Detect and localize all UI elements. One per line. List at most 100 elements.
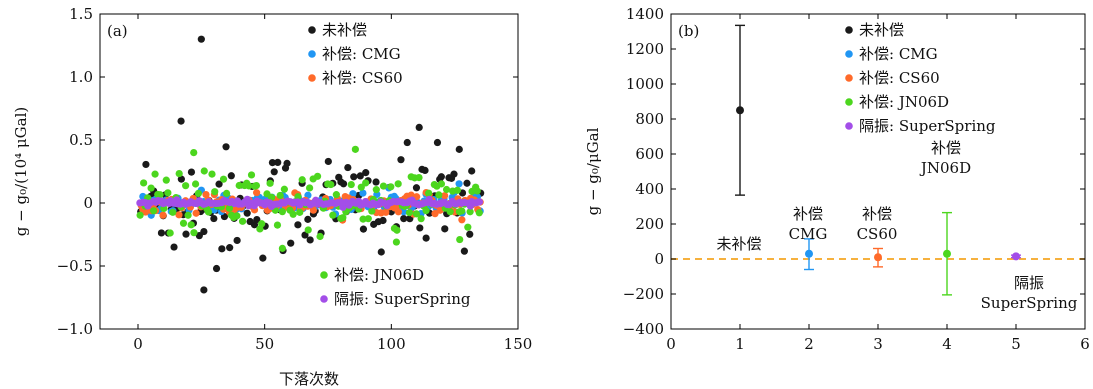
data-point xyxy=(147,184,155,192)
data-point xyxy=(235,181,243,190)
data-point xyxy=(218,245,226,253)
data-point xyxy=(156,191,164,199)
legend-label: 补偿: CMG xyxy=(322,45,401,63)
point-annotation: 未补偿 xyxy=(716,235,761,253)
data-point xyxy=(450,170,458,178)
data-point xyxy=(268,159,277,167)
data-point xyxy=(294,221,302,229)
data-point xyxy=(296,208,304,216)
data-point xyxy=(446,208,454,216)
data-point xyxy=(394,180,402,188)
data-point xyxy=(177,117,185,125)
data-point xyxy=(332,191,340,199)
legend-label: 补偿: JN06D xyxy=(859,93,949,111)
data-point xyxy=(943,249,951,258)
x-tick-label: 3 xyxy=(873,335,883,353)
y-tick-label: 0.5 xyxy=(69,131,93,149)
legend-marker xyxy=(308,50,316,58)
data-point xyxy=(382,208,390,216)
y-tick-label: 1200 xyxy=(626,40,664,58)
data-point xyxy=(425,189,433,197)
data-point xyxy=(372,178,380,186)
data-point xyxy=(252,182,261,190)
data-point xyxy=(274,158,282,166)
data-point xyxy=(200,227,208,236)
data-point xyxy=(377,248,385,256)
data-point xyxy=(344,163,352,172)
y-axis-label: g − g₀/μGal xyxy=(584,127,602,215)
data-point xyxy=(184,211,192,219)
y-tick-label: 400 xyxy=(635,180,664,198)
data-point xyxy=(466,230,474,238)
y-tick-label: 600 xyxy=(635,145,664,163)
y-tick-label: 1.0 xyxy=(69,68,93,86)
data-point xyxy=(225,204,234,212)
x-tick-label: 50 xyxy=(255,335,274,353)
x-tick-label: 2 xyxy=(804,335,814,353)
data-point xyxy=(415,173,423,182)
data-point xyxy=(453,186,462,194)
data-point xyxy=(422,234,430,242)
error-bar-point xyxy=(873,247,883,268)
data-point xyxy=(412,210,421,218)
data-point xyxy=(267,193,276,201)
data-point xyxy=(431,210,439,218)
legend-label: 隔振: SuperSpring xyxy=(334,290,471,308)
data-point xyxy=(211,188,219,196)
data-point xyxy=(433,138,442,147)
data-point xyxy=(140,179,148,187)
data-point xyxy=(362,169,370,177)
data-point xyxy=(1012,252,1020,261)
data-point xyxy=(339,214,347,222)
data-point xyxy=(468,167,476,175)
data-point xyxy=(226,244,234,252)
data-point xyxy=(473,187,481,195)
legend-marker xyxy=(845,74,853,82)
data-point xyxy=(368,207,376,215)
y-tick-label: 1400 xyxy=(626,5,664,23)
data-point xyxy=(243,209,251,217)
point-annotation: 隔振 xyxy=(1014,274,1044,292)
data-point xyxy=(442,185,451,194)
legend-marker xyxy=(845,26,853,34)
data-point xyxy=(403,138,411,147)
data-point xyxy=(243,195,251,203)
y-tick-label: 800 xyxy=(635,110,664,128)
data-point xyxy=(202,191,210,199)
error-bar-point xyxy=(1011,252,1021,261)
data-point xyxy=(283,159,291,167)
data-point xyxy=(392,238,400,246)
data-point xyxy=(191,180,200,188)
data-point xyxy=(194,189,203,197)
data-point xyxy=(350,173,358,181)
data-point xyxy=(329,211,337,219)
data-point xyxy=(441,225,449,233)
data-point xyxy=(347,180,355,189)
data-point xyxy=(400,208,408,216)
data-point xyxy=(417,215,425,223)
data-point xyxy=(204,208,213,216)
y-tick-label: −400 xyxy=(623,320,664,338)
x-tick-label: 5 xyxy=(1011,335,1021,353)
data-point xyxy=(356,172,364,180)
data-point xyxy=(475,198,484,206)
data-point xyxy=(362,179,370,187)
data-point xyxy=(215,180,223,188)
data-point xyxy=(372,186,380,194)
data-point xyxy=(874,253,882,262)
legend-marker xyxy=(845,50,853,58)
data-point xyxy=(437,173,445,181)
data-point xyxy=(455,145,463,153)
data-point xyxy=(304,226,312,234)
data-point xyxy=(351,145,359,153)
legend-marker xyxy=(308,26,316,34)
data-point xyxy=(157,229,166,237)
x-tick-label: 150 xyxy=(504,335,533,353)
data-point xyxy=(437,180,446,188)
y-tick-label: −1.0 xyxy=(57,320,93,338)
y-tick-label: 0 xyxy=(654,250,664,268)
data-point xyxy=(182,230,190,238)
error-bar-point xyxy=(735,24,745,196)
data-point xyxy=(223,189,231,197)
